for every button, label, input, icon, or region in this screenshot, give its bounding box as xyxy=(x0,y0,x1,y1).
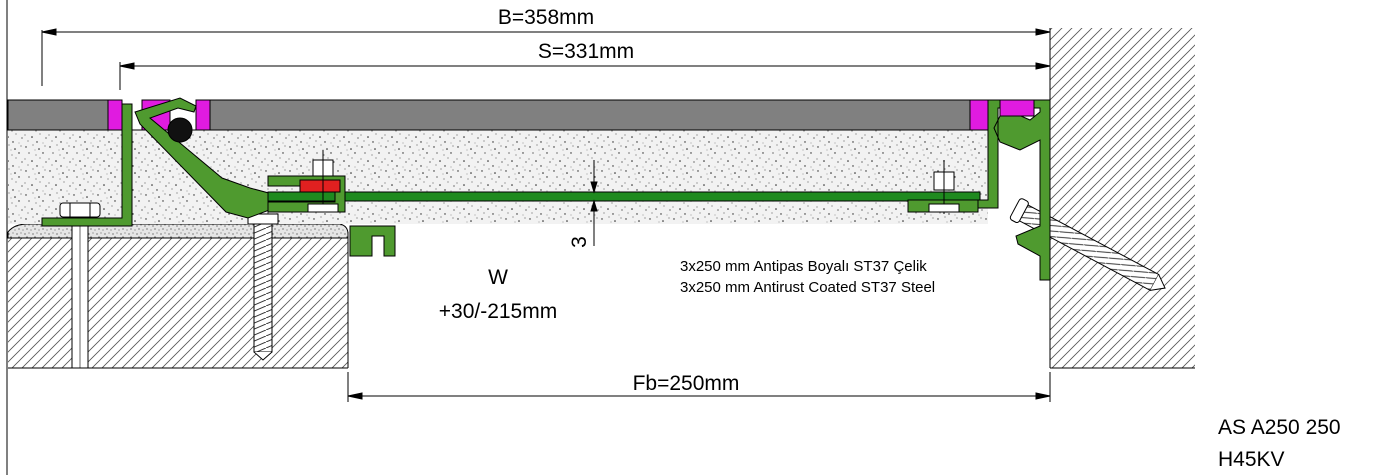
overall-width-label: B=358mm xyxy=(498,6,594,29)
left-screw xyxy=(247,213,279,361)
left-anchor-bolt xyxy=(59,202,101,369)
free-gap-label: Fb=250mm xyxy=(633,372,740,395)
right-seal-outer xyxy=(969,99,989,131)
floor-finish xyxy=(7,99,971,131)
product-variant: H45KV xyxy=(1218,448,1285,471)
dimension-fb xyxy=(347,372,1051,402)
rubber-pivot-cord xyxy=(167,117,193,143)
left-substrate xyxy=(8,232,349,369)
left-rubber-pad xyxy=(299,179,341,193)
note-turkish: 3x250 mm Antipas Boyalı ST37 Çelik xyxy=(680,258,927,275)
right-plate-bolt xyxy=(928,160,960,214)
right-seal-inner xyxy=(999,99,1035,117)
left-seal-inner xyxy=(195,99,211,131)
product-code: AS A250 250 xyxy=(1218,416,1341,439)
note-english: 3x250 mm Antirust Coated ST37 Steel xyxy=(680,279,935,296)
left-edge-profile xyxy=(41,103,133,227)
left-plate-bolt xyxy=(307,150,339,213)
left-seal-outer xyxy=(107,99,123,131)
dimension-b xyxy=(41,28,1051,96)
movement-label: W xyxy=(488,266,508,289)
dimension-s xyxy=(119,62,1051,90)
plate-offset-label: 3 xyxy=(568,236,591,248)
right-screw xyxy=(1009,198,1166,292)
movement-range: +30/-215mm xyxy=(439,300,557,323)
steel-cover-plate xyxy=(267,191,981,202)
span-width-label: S=331mm xyxy=(538,40,634,63)
screed-layer xyxy=(8,130,988,224)
dimension-offset xyxy=(590,160,598,246)
right-substrate-wall xyxy=(1049,28,1195,369)
left-profile-clip xyxy=(349,225,396,257)
hinged-cover-arm xyxy=(134,97,281,219)
